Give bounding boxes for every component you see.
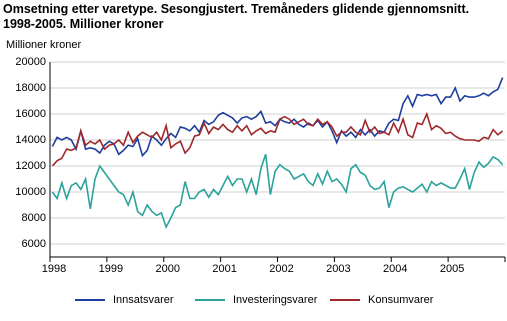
x-tick-label: 2004 [383, 263, 407, 275]
series-line [51, 111, 504, 167]
x-tick-label: 2003 [326, 263, 350, 275]
x-tick-label: 1999 [99, 263, 123, 275]
x-tick-label: 2001 [212, 263, 236, 275]
y-tick-label: 14000 [15, 134, 46, 146]
y-tick-label: 6000 [22, 238, 46, 250]
legend-label: Investeringsvarer [233, 294, 318, 306]
y-tick-label: 12000 [15, 160, 46, 172]
legend-label: Konsumvarer [368, 294, 434, 306]
chart-title: Omsetning etter varetype. Sesongjustert.… [3, 2, 469, 31]
series-line [51, 77, 504, 158]
y-tick-label: 20000 [15, 56, 46, 68]
x-tick-label: 1998 [42, 263, 66, 275]
x-tick-label: 2000 [156, 263, 180, 275]
series-line [51, 154, 504, 230]
x-tick-label: 2002 [269, 263, 293, 275]
y-tick-label: 8000 [22, 212, 46, 224]
y-tick-label: 18000 [15, 82, 46, 94]
legend-label: Innsatsvarer [113, 294, 174, 306]
y-tick-label: 16000 [15, 108, 46, 120]
y-tick-label: 10000 [15, 186, 46, 198]
x-tick-label: 2005 [440, 263, 464, 275]
y-axis-label: Millioner kroner [6, 39, 82, 51]
